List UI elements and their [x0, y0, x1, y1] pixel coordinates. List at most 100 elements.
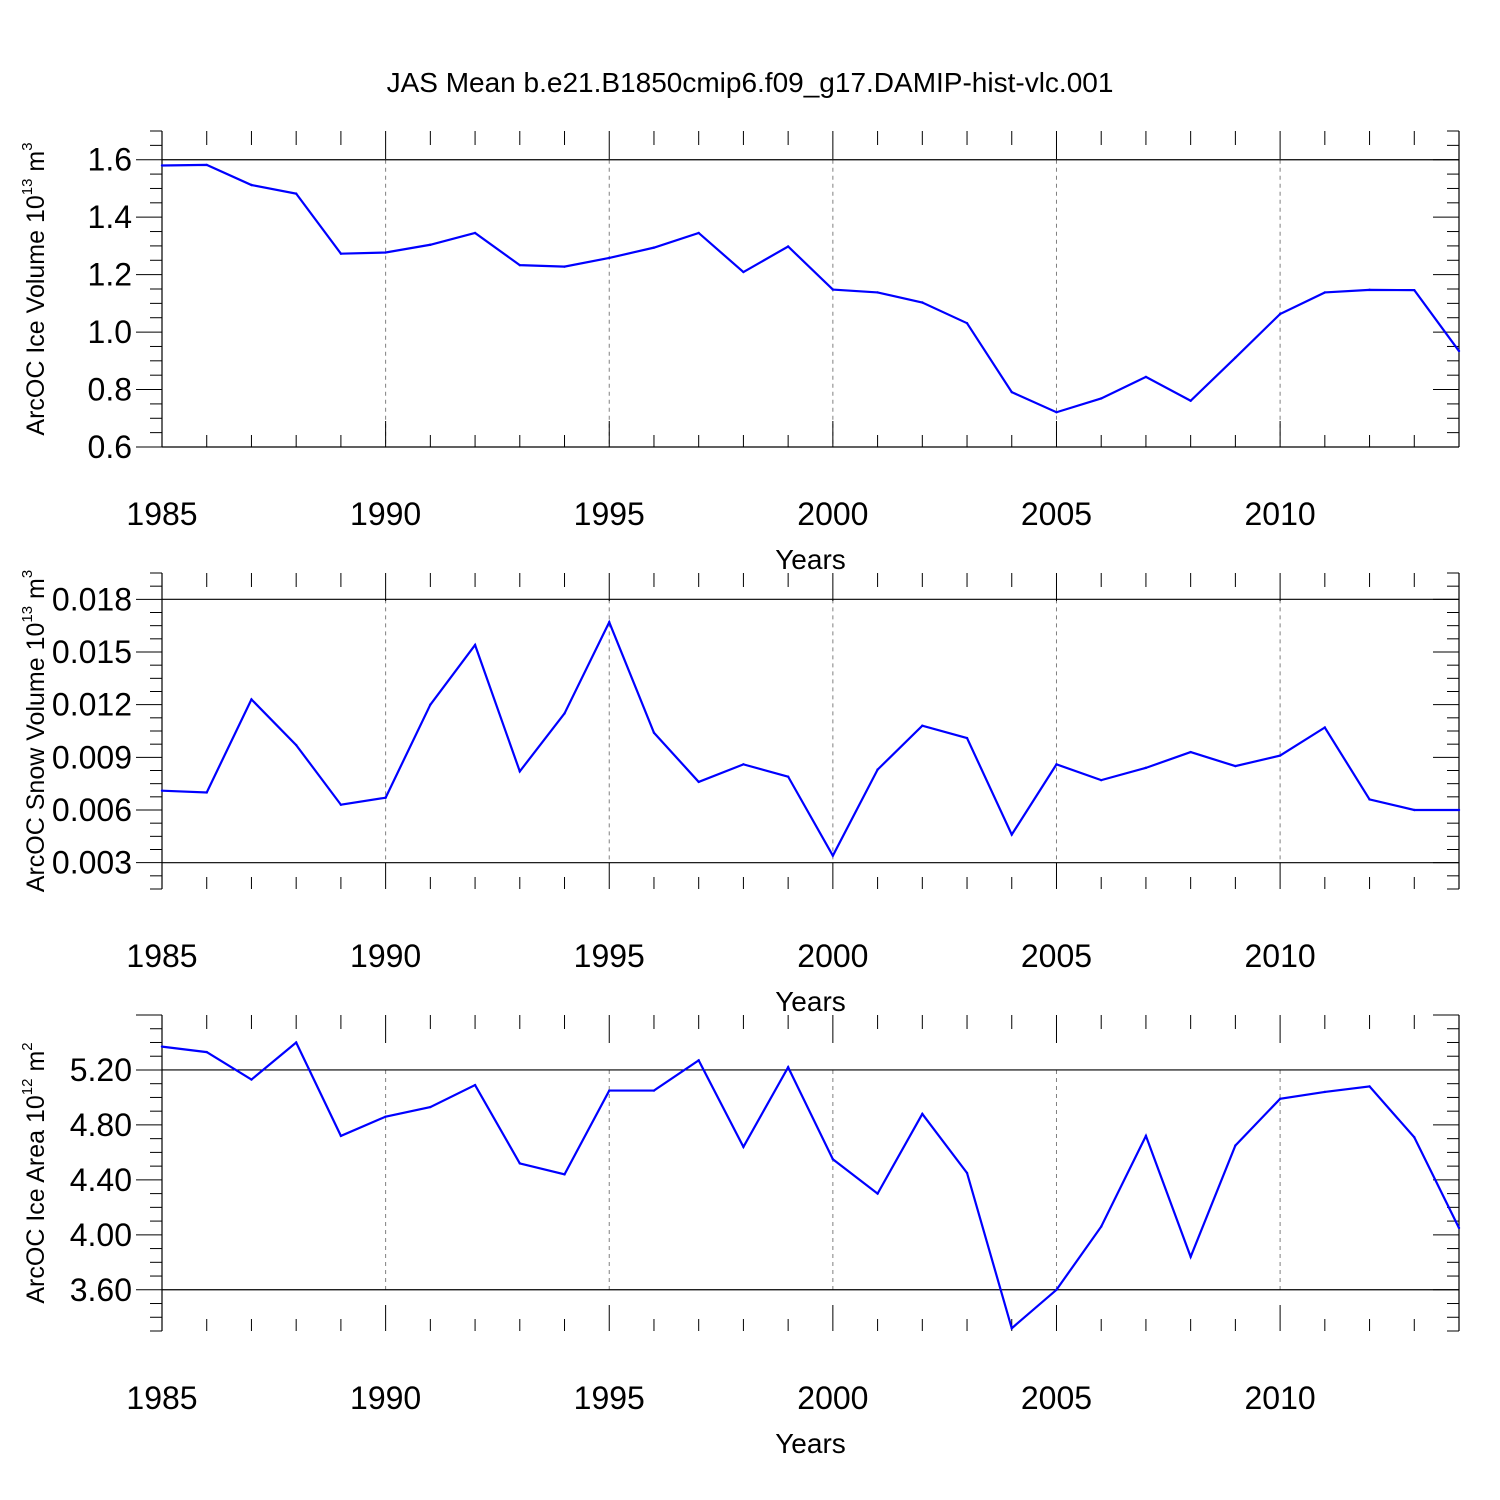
data-point	[1368, 288, 1371, 292]
y-tick-label: 1.4	[88, 199, 132, 235]
data-point	[921, 1112, 924, 1116]
y-axis-label-text: m	[22, 151, 50, 179]
y-axis-label-superscript: 12	[19, 1079, 36, 1096]
y-tick-label: 1.2	[88, 257, 132, 293]
data-point	[608, 256, 611, 260]
data-point	[876, 291, 879, 294]
data-point	[429, 243, 432, 246]
data-point	[1055, 763, 1058, 766]
data-point	[1457, 808, 1461, 812]
data-point	[1144, 1134, 1148, 1138]
data-point	[1100, 778, 1103, 782]
data-point	[473, 643, 477, 647]
x-tick-label: 2005	[1021, 938, 1092, 974]
data-point	[1368, 798, 1371, 801]
data-point	[652, 731, 656, 734]
data-point	[1144, 766, 1148, 770]
data-point	[697, 231, 700, 235]
data-point	[742, 1145, 745, 1149]
data-point	[786, 245, 790, 248]
data-point	[965, 1171, 969, 1175]
x-tick-label: 2005	[1021, 496, 1092, 532]
x-tick-label: 2000	[797, 938, 868, 974]
data-point	[1413, 1136, 1416, 1139]
data-point	[742, 763, 745, 766]
data-point	[250, 183, 253, 187]
chart-panel-2: 1985 1990 1995 2000 2005 2010 0.003 0.006 0.009 0…	[19, 570, 1461, 1017]
y-tick-label: 1.6	[88, 142, 132, 178]
y-tick-label: 0.012	[52, 687, 132, 723]
x-tick-label: 1985	[126, 496, 197, 532]
y-tick-label: 4.80	[70, 1107, 132, 1143]
data-point	[1100, 397, 1103, 400]
data-point	[1323, 1090, 1327, 1094]
y-tick-label: 4.00	[70, 1217, 132, 1253]
data-point	[1278, 754, 1282, 757]
data-point	[1189, 750, 1192, 754]
data-point	[294, 1041, 298, 1044]
data-point	[1278, 1097, 1282, 1101]
chart-panel-3: 1985 1990 1995 2000 2005 2010 3.60 4.00 4.40 4.80…	[19, 1014, 1461, 1459]
data-point	[339, 803, 343, 806]
data-point	[965, 321, 969, 325]
y-tick-label: 0.006	[52, 792, 132, 828]
data-point	[160, 1045, 164, 1048]
y-axis-label-superscript: 13	[19, 606, 36, 623]
x-tick-label: 2000	[797, 496, 868, 532]
x-axis-label: Years	[775, 544, 846, 575]
data-point	[250, 1078, 253, 1081]
y-tick-label: 0.003	[52, 845, 132, 881]
data-point	[608, 620, 611, 624]
data-point	[697, 1059, 700, 1062]
data-point	[473, 231, 477, 235]
data-point	[473, 1083, 477, 1087]
data-point	[518, 1162, 521, 1165]
x-tick-label: 2000	[797, 1380, 868, 1416]
y-axis-label-superscript: 2	[19, 1042, 36, 1050]
data-point	[1234, 764, 1237, 768]
data-point	[1323, 726, 1327, 729]
y-axis-label: ArcOC Ice Area 1012 m2	[19, 1042, 50, 1303]
y-tick-label: 0.8	[88, 372, 132, 408]
data-point	[1010, 833, 1013, 836]
data-point	[652, 1089, 656, 1092]
data-point	[831, 854, 835, 857]
y-tick-label: 4.40	[70, 1162, 132, 1198]
data-point	[294, 192, 298, 195]
x-tick-label: 1995	[574, 496, 645, 532]
data-point	[518, 770, 521, 773]
data-point	[876, 1192, 879, 1195]
y-tick-label: 1.0	[88, 314, 132, 350]
x-axis-label: Years	[775, 986, 846, 1017]
x-tick-label: 1990	[350, 1380, 421, 1416]
x-tick-label: 2010	[1245, 496, 1316, 532]
y-axis-label: ArcOC Ice Volume 1013 m3	[19, 142, 50, 435]
data-point	[876, 768, 879, 771]
data-point	[160, 789, 164, 792]
data-point	[339, 1134, 343, 1138]
data-point	[1055, 411, 1058, 414]
x-tick-label: 1990	[350, 938, 421, 974]
data-point	[786, 775, 790, 778]
x-tick-label: 1995	[574, 1380, 645, 1416]
chart-panel-1: 1985 1990 1995 2000 2005 2010 0.6 0.8 1.0 1.2 1.4 1…	[19, 130, 1461, 575]
y-axis-label-superscript: 3	[19, 142, 36, 150]
data-point	[160, 164, 164, 167]
data-point	[831, 1158, 835, 1161]
data-point	[384, 1115, 387, 1118]
data-point	[742, 270, 745, 274]
data-point	[1010, 390, 1013, 394]
data-point	[1189, 399, 1192, 402]
chart-title: JAS Mean b.e21.B1850cmip6.f09_g17.DAMIP-…	[387, 67, 1114, 98]
data-point	[786, 1066, 790, 1069]
data-point	[1457, 1226, 1461, 1230]
y-axis-label-text: ArcOC Ice Volume 10	[22, 195, 50, 435]
y-tick-label: 0.018	[52, 581, 132, 617]
data-point	[921, 301, 924, 304]
data-point	[1234, 356, 1237, 359]
y-axis-label-text: m	[22, 1051, 50, 1079]
data-point	[429, 1105, 432, 1109]
data-point	[518, 263, 521, 267]
